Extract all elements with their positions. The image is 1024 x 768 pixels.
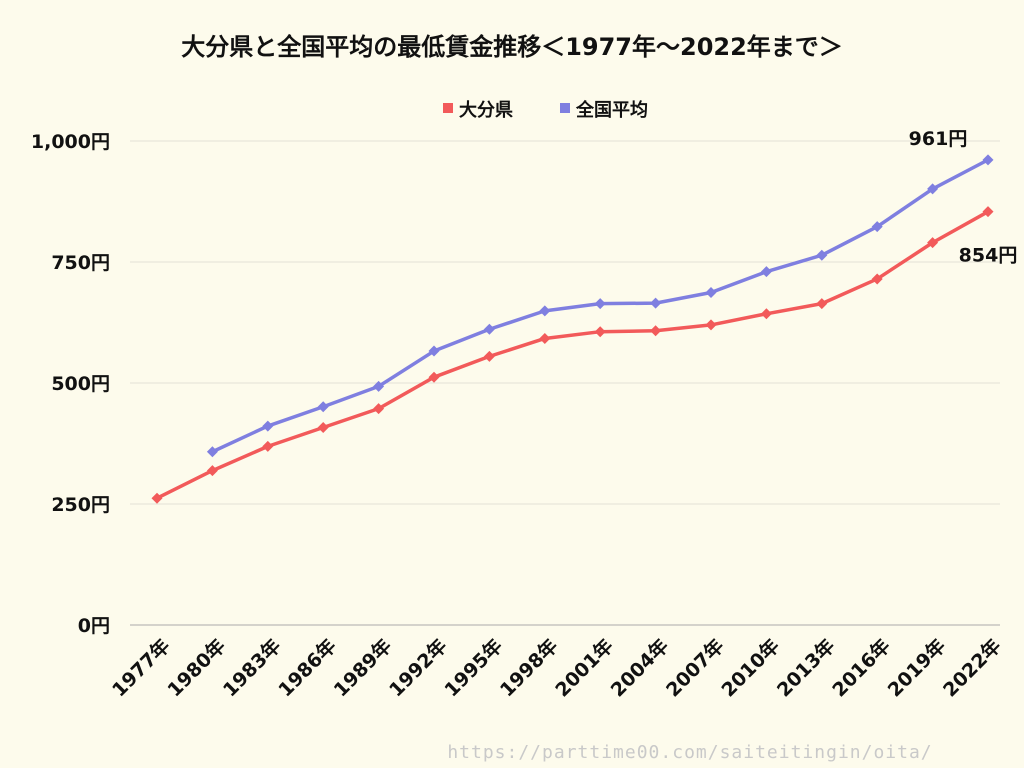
y-tick-label: 1,000円: [31, 131, 110, 153]
data-point-marker: [594, 326, 606, 338]
data-point-marker: [982, 206, 994, 218]
data-point-marker: [317, 422, 329, 434]
data-point-marker: [650, 325, 662, 337]
data-point-marker: [428, 345, 440, 357]
data-point-marker: [594, 298, 606, 310]
x-tick-label: 2001年: [551, 634, 618, 701]
data-point-marker: [151, 492, 163, 504]
x-tick-label: 2016年: [828, 634, 895, 701]
legend-label-national: 全国平均: [575, 99, 648, 121]
chart-title: 大分県と全国平均の最低賃金推移＜1977年〜2022年まで＞: [181, 33, 843, 61]
x-axis-ticks: 1977年1980年1983年1986年1989年1992年1995年1998年…: [107, 634, 1005, 701]
y-tick-label: 500円: [51, 373, 110, 395]
y-tick-label: 250円: [51, 494, 110, 516]
legend-marker-national: [560, 103, 570, 113]
data-label: 854円: [959, 245, 1018, 267]
x-tick-label: 1977年: [107, 634, 174, 701]
x-tick-label: 1992年: [384, 634, 451, 701]
data-point-marker: [760, 308, 772, 320]
data-point-marker: [206, 446, 218, 458]
series: [151, 154, 994, 504]
y-tick-label: 750円: [51, 252, 110, 274]
data-point-marker: [373, 403, 385, 415]
data-point-marker: [539, 332, 551, 344]
x-tick-label: 1983年: [218, 634, 285, 701]
x-tick-label: 2007年: [661, 634, 728, 701]
data-point-marker: [262, 420, 274, 432]
data-point-marker: [428, 371, 440, 383]
x-tick-label: 1980年: [163, 634, 230, 701]
legend-marker-oita: [443, 103, 453, 113]
x-tick-label: 1989年: [329, 634, 396, 701]
data-point-marker: [871, 273, 883, 285]
data-point-marker: [927, 237, 939, 249]
data-point-marker: [871, 221, 883, 233]
y-tick-label: 0円: [78, 615, 110, 637]
x-tick-label: 1998年: [495, 634, 562, 701]
data-point-marker: [705, 319, 717, 331]
source-url: https://parttime00.com/saiteitingin/oita…: [447, 742, 932, 763]
grid: [130, 140, 1000, 626]
x-tick-label: 2013年: [772, 634, 839, 701]
y-axis-ticks: 0円 250円 500円 750円 1,000円: [31, 131, 110, 637]
data-point-marker: [539, 305, 551, 317]
data-label: 961円: [909, 128, 968, 150]
x-tick-label: 2019年: [883, 634, 950, 701]
series-line-0: [155, 209, 990, 500]
data-point-marker: [927, 183, 939, 195]
data-point-marker: [760, 266, 772, 278]
x-tick-label: 2022年: [938, 634, 1005, 701]
legend-label-oita: 大分県: [459, 99, 513, 121]
data-point-marker: [982, 154, 994, 166]
data-point-marker: [816, 298, 828, 310]
data-point-marker: [705, 286, 717, 298]
data-point-marker: [317, 401, 329, 413]
x-tick-label: 1995年: [440, 634, 507, 701]
annotations: 961円 854円: [909, 128, 1018, 267]
x-tick-label: 1986年: [274, 634, 341, 701]
data-point-marker: [483, 350, 495, 362]
data-point-marker: [650, 297, 662, 309]
x-tick-label: 2004年: [606, 634, 673, 701]
data-point-marker: [373, 380, 385, 392]
data-point-marker: [206, 465, 218, 477]
data-point-marker: [262, 440, 274, 452]
legend: 大分県 全国平均: [443, 99, 648, 121]
data-point-marker: [483, 323, 495, 335]
data-point-marker: [816, 249, 828, 261]
x-tick-label: 2010年: [717, 634, 784, 701]
